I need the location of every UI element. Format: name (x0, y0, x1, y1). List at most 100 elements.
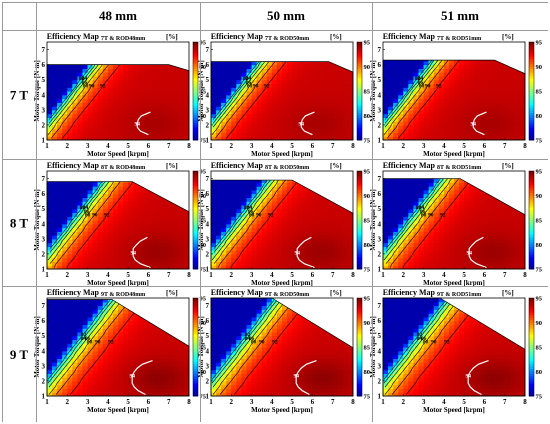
heatmap-cell (514, 91, 521, 96)
heatmap-cell (251, 94, 258, 100)
x-tick-label: 4 (442, 142, 446, 150)
heatmap-cell (236, 197, 243, 202)
heatmap-cell (494, 117, 501, 122)
heatmap-cell (459, 208, 465, 214)
heatmap-cell (393, 189, 399, 195)
heatmap-cell (47, 358, 53, 363)
heatmap-cell (261, 253, 268, 259)
heatmap-cell (183, 246, 189, 251)
heatmap-cell (72, 64, 79, 69)
heatmap-cell (47, 388, 53, 393)
heatmap-cell (282, 91, 288, 96)
heatmap-cell (292, 106, 298, 111)
heatmap-cell (484, 60, 491, 62)
heatmap-cell (408, 132, 415, 137)
heatmap-cell (307, 61, 314, 66)
colorbar-segment (193, 46, 198, 50)
heatmap-cell (107, 182, 114, 187)
heatmap-cell (418, 109, 425, 115)
heatmap-cell (454, 121, 460, 126)
heatmap-cell (231, 121, 237, 126)
heatmap-cell (47, 193, 53, 198)
heatmap-cell (256, 250, 263, 255)
heatmap-cell (317, 75, 324, 81)
heatmap-cell (256, 265, 263, 269)
heatmap-cell (393, 60, 399, 62)
heatmap-cell (418, 98, 425, 103)
heatmap-cell (82, 257, 89, 263)
heatmap-cell (133, 75, 139, 81)
heatmap-cell (474, 72, 480, 77)
heatmap-cell (123, 212, 129, 217)
contour-label: 92 (268, 213, 274, 219)
heatmap-cell (216, 98, 222, 103)
heatmap-cell (474, 231, 480, 236)
heatmap-cell (168, 124, 175, 130)
heatmap-cell (459, 102, 465, 107)
heatmap-cell (107, 79, 114, 85)
heatmap-cell (107, 193, 114, 198)
heatmap-cell (499, 212, 506, 217)
heatmap-cell (464, 201, 470, 206)
heatmap-cell (337, 246, 344, 251)
heatmap-cell (216, 182, 222, 187)
heatmap-cell (489, 128, 496, 134)
colorbar-segment (193, 113, 198, 116)
heatmap-cell (302, 216, 308, 221)
colorbar-segment (193, 125, 198, 129)
heatmap-cell (77, 253, 84, 259)
heatmap-cell (138, 189, 144, 195)
heatmap-cell (459, 250, 465, 255)
heatmap-cell (107, 83, 114, 88)
heatmap-cell (133, 102, 139, 107)
heatmap-cell (469, 186, 475, 191)
heatmap-cell (266, 261, 273, 266)
heatmap-cell (393, 178, 399, 183)
heatmap-cell (236, 223, 243, 229)
heatmap-cell (494, 201, 501, 206)
heatmap-cell (347, 75, 353, 81)
heatmap-cell (448, 242, 455, 247)
heatmap-cell (256, 68, 263, 73)
heatmap-cell (494, 246, 501, 251)
heatmap-cell (72, 250, 79, 255)
heatmap-cell (514, 235, 521, 240)
colorbar-tick-label: 85 (200, 218, 207, 225)
heatmap-cell (403, 106, 409, 111)
heatmap-cell (459, 113, 465, 118)
heatmap-cell (514, 216, 521, 221)
heatmap-cell (459, 220, 465, 225)
colorbar-segment (529, 183, 534, 187)
contour-label: 90 (92, 213, 98, 219)
heatmap-cell (72, 182, 79, 187)
heatmap-cell (398, 201, 404, 206)
heatmap-cell (271, 201, 278, 206)
contour-label: 92 (436, 84, 442, 90)
heatmap-cell (118, 253, 124, 259)
heatmap-cell (317, 257, 324, 263)
heatmap-cell (148, 261, 155, 266)
heatmap-cell (459, 83, 465, 88)
heatmap-cell (241, 182, 248, 187)
colorbar-tick-label: 95 (536, 40, 543, 47)
heatmap-cell (459, 235, 465, 240)
heatmap-cell (474, 220, 480, 225)
heatmap-cell (459, 132, 465, 137)
heatmap-cell (454, 79, 460, 85)
heatmap-cell (241, 124, 248, 130)
heatmap-cell (62, 246, 68, 251)
heatmap-cell (261, 182, 268, 187)
heatmap-cell (403, 212, 409, 217)
heatmap-cell (246, 257, 253, 263)
heatmap-cell (211, 83, 217, 88)
heatmap-cell (423, 87, 430, 92)
heatmap-cell (173, 121, 180, 126)
y-tick-label: 3 (42, 235, 46, 243)
heatmap-cell (123, 181, 129, 183)
heatmap-cell (413, 132, 420, 137)
heatmap-cell (297, 106, 303, 111)
contour-label: 94 (294, 250, 300, 256)
heatmap-cell (347, 109, 353, 115)
heatmap-cell (317, 79, 324, 85)
